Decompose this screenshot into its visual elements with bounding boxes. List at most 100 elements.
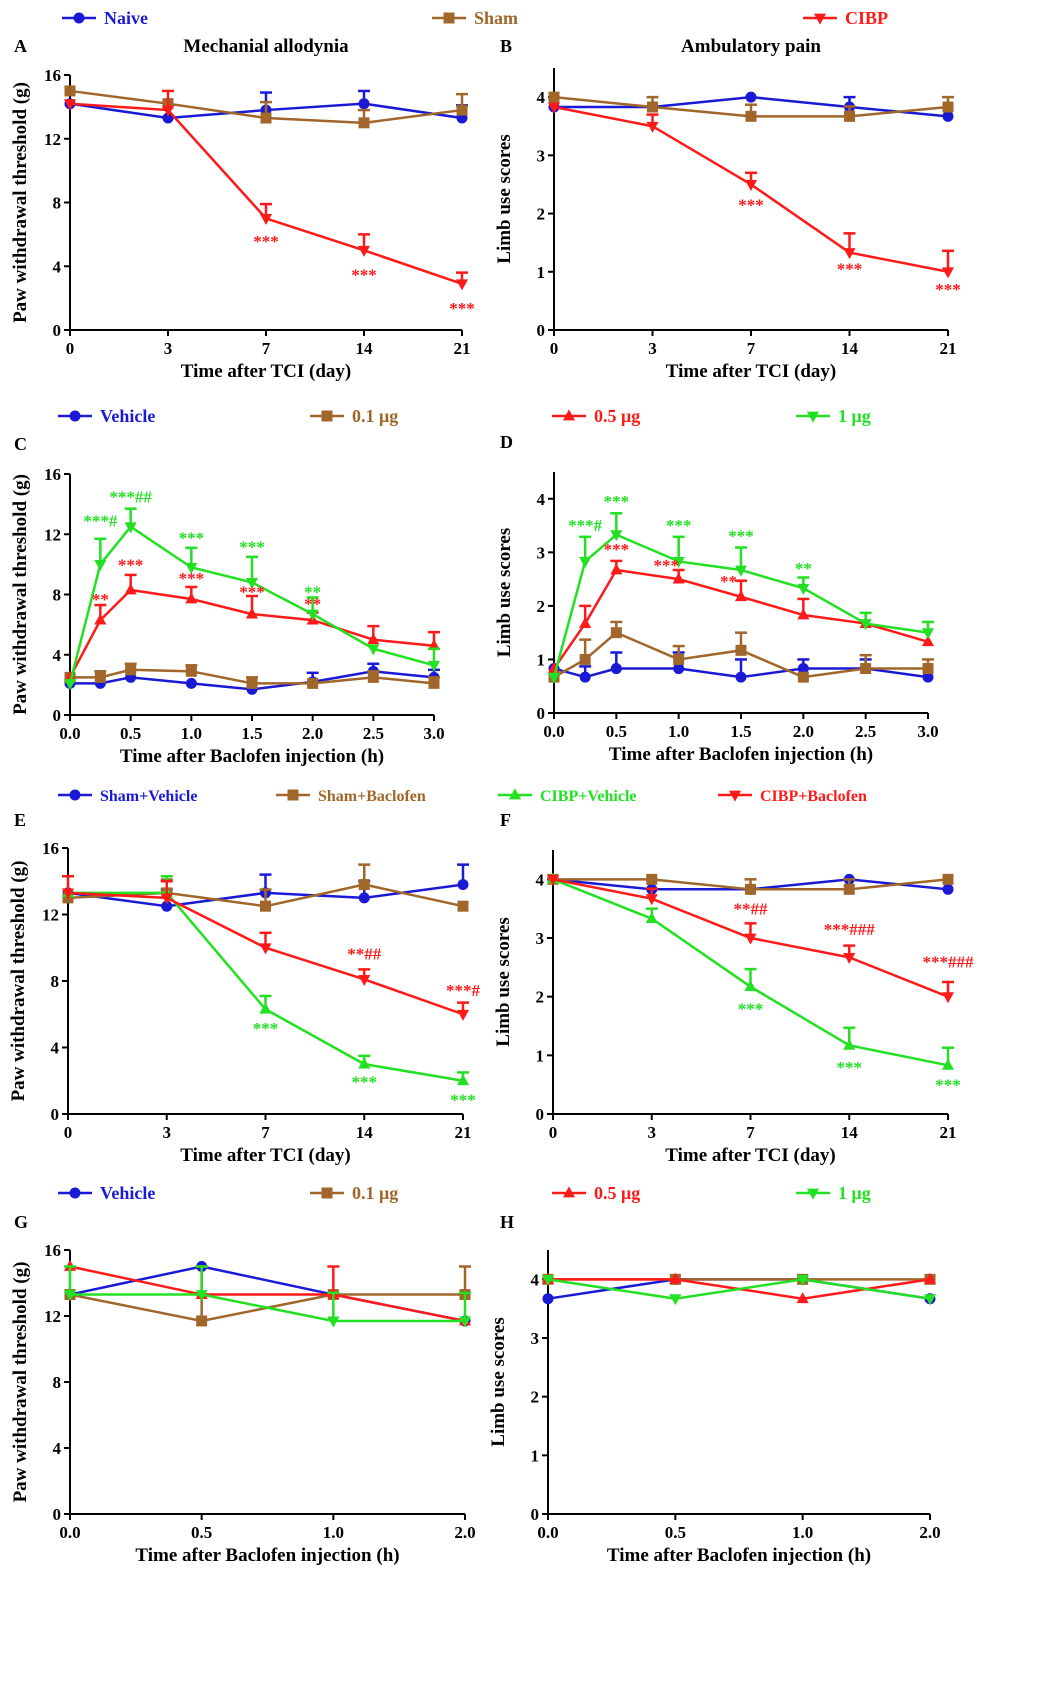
x-tick-label: 3.0 <box>917 722 938 741</box>
y-tick-label: 12 <box>44 130 61 149</box>
legend-marker <box>287 789 299 801</box>
data-point <box>358 117 370 129</box>
legend-label: 0.1 μg <box>352 406 398 426</box>
legend-label: CIBP <box>845 8 888 28</box>
panel-letter: G <box>14 1212 28 1232</box>
x-tick-label: 1.5 <box>241 724 262 743</box>
series-line <box>552 568 929 670</box>
data-point <box>245 578 259 590</box>
x-tick-label: 3 <box>163 1123 172 1142</box>
data-point <box>942 883 954 895</box>
data-point <box>456 104 468 116</box>
legend-label: 1 μg <box>838 406 871 426</box>
data-point <box>358 892 370 904</box>
x-tick-label: 2.0 <box>454 1523 475 1542</box>
series-0-1-g <box>64 662 440 689</box>
significance-label: ** <box>304 595 321 614</box>
data-point <box>744 933 757 945</box>
legend-label: 0.1 μg <box>352 1183 398 1203</box>
y-tick-label: 4 <box>53 257 62 276</box>
y-tick-label: 4 <box>536 870 545 889</box>
data-point <box>457 879 469 891</box>
data-point <box>796 1274 809 1286</box>
series-line <box>68 891 464 1082</box>
data-point <box>843 883 855 895</box>
significance-label: ***### <box>824 920 876 939</box>
y-axis-label: Limb use scores <box>494 134 515 263</box>
legend-label: Sham+Baclofen <box>318 788 426 805</box>
data-point <box>797 671 809 683</box>
data-point <box>245 607 259 619</box>
y-tick-label: 12 <box>44 1307 61 1326</box>
data-point <box>61 888 75 900</box>
series-line <box>69 102 463 285</box>
x-tick-label: 0.5 <box>665 1523 686 1542</box>
legend-row: Vehicle 0.1 μg 0.5 μg 1 μg <box>58 406 871 426</box>
series-line <box>68 588 435 678</box>
x-tick-label: 3.0 <box>423 724 444 743</box>
data-point <box>185 665 197 677</box>
significance-label: ** <box>720 572 737 591</box>
data-point <box>744 980 757 992</box>
data-point <box>63 99 77 111</box>
data-point <box>579 557 592 569</box>
legend-marker <box>806 411 820 423</box>
x-axis-label: Time after TCI (day) <box>666 361 836 382</box>
x-axis-label: Time after TCI (day) <box>181 361 351 382</box>
y-tick-label: 0 <box>531 1505 540 1524</box>
significance-label: ***# <box>83 512 118 531</box>
data-point <box>941 1058 955 1070</box>
significance-label: *** <box>738 196 764 215</box>
series-1-g <box>63 1265 472 1328</box>
y-tick-label: 0 <box>53 321 62 340</box>
panel-letter: B <box>500 36 512 56</box>
x-tick-label: 7 <box>746 1123 755 1142</box>
legend-label: Naive <box>104 8 148 28</box>
y-tick-label: 8 <box>51 972 60 991</box>
data-point <box>843 1038 856 1050</box>
significance-label: ** <box>92 590 109 609</box>
significance-label: *** <box>253 232 279 251</box>
significance-label: *** <box>351 266 377 285</box>
y-tick-label: 12 <box>44 525 61 544</box>
y-tick-label: 3 <box>536 929 545 948</box>
series-cibp-baclofen <box>546 874 955 1004</box>
y-tick-label: 4 <box>53 646 62 665</box>
x-tick-label: 0.0 <box>59 1523 80 1542</box>
significance-label: *** <box>352 1072 378 1091</box>
data-point <box>579 616 592 628</box>
data-point <box>458 1316 472 1328</box>
x-axis-label: Time after Baclofen injection (h) <box>609 744 873 765</box>
significance-label: ** <box>304 583 321 602</box>
data-point <box>260 112 272 124</box>
data-point <box>548 91 560 103</box>
y-tick-label: 0 <box>51 1105 60 1124</box>
y-tick-label: 1 <box>531 1446 540 1465</box>
chart-panel-g: G 0 4 8 12 16 0.0 0.5 1.0 2.0 Time after Baclofen … <box>10 1212 476 1566</box>
legend-marker <box>443 12 455 24</box>
y-tick-label: 4 <box>531 1270 540 1289</box>
data-point <box>94 613 107 625</box>
series-1-g <box>547 511 935 684</box>
data-point <box>843 248 856 260</box>
data-point <box>246 677 258 689</box>
x-axis-label: Time after Baclofen injection (h) <box>607 1545 871 1566</box>
x-tick-label: 3 <box>164 339 173 358</box>
legend-marker <box>69 410 81 422</box>
data-point <box>843 952 856 964</box>
y-tick-label: 1 <box>536 1046 545 1065</box>
data-point <box>579 671 591 683</box>
series-0-5-g <box>547 559 935 673</box>
x-tick-label: 21 <box>940 1123 957 1142</box>
x-tick-label: 0 <box>549 1123 558 1142</box>
y-tick-label: 2 <box>537 597 546 616</box>
significance-label: **## <box>347 944 382 963</box>
data-point <box>610 663 622 675</box>
significance-label: *** <box>837 1058 863 1077</box>
chart-panel-f: F 0 1 2 3 4 0 3 7 14 21 Time after TCI (day) Limb us… <box>493 810 974 1166</box>
x-tick-label: 2.5 <box>855 722 876 741</box>
data-point <box>358 974 371 986</box>
y-tick-label: 3 <box>537 543 546 562</box>
significance-label: ***## <box>109 488 152 507</box>
y-tick-label: 0 <box>536 1105 545 1124</box>
